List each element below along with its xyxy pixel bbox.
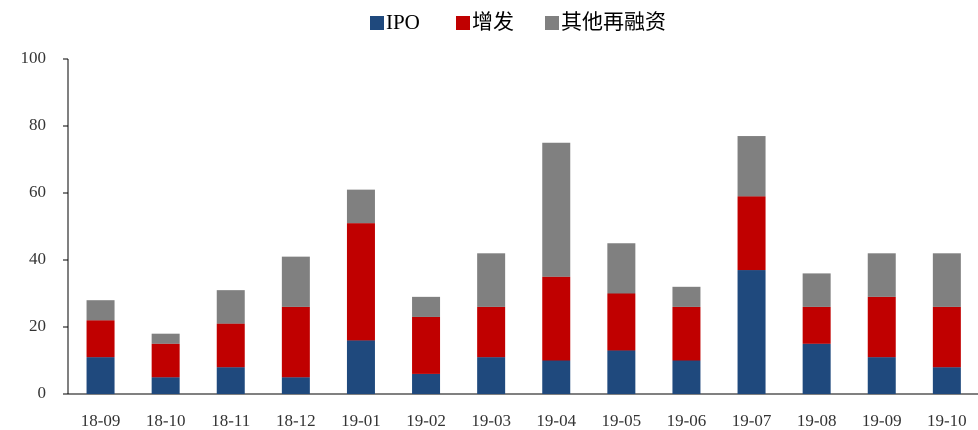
bar-segment: [412, 316, 441, 374]
bar-segment: [802, 273, 831, 307]
bar-segment: [802, 343, 831, 394]
bar-segment: [542, 360, 571, 394]
bar-segment: [607, 293, 636, 351]
bar-segment: [151, 377, 180, 394]
x-tick-label: 19-04: [536, 411, 576, 430]
bar-segment: [412, 373, 441, 394]
bar-segment: [737, 196, 766, 271]
bar-segment: [281, 256, 310, 307]
y-tick-label: 100: [21, 48, 47, 67]
x-tick-label: 19-06: [667, 411, 707, 430]
bar-segment: [867, 296, 896, 358]
legend-label: 增发: [472, 10, 514, 34]
bar-segment: [86, 300, 115, 321]
bar-segment: [216, 323, 245, 368]
bar-segment: [867, 357, 896, 394]
legend-swatch: [370, 16, 384, 30]
bar-segment: [477, 306, 506, 358]
bar-segment: [477, 253, 506, 307]
bar-segment: [86, 320, 115, 358]
y-tick-label: 40: [29, 249, 46, 268]
bar-segment: [802, 306, 831, 344]
legend-label: IPO: [386, 10, 420, 34]
bar-segment: [346, 340, 375, 394]
bar-segment: [542, 142, 571, 277]
legend-swatch: [545, 16, 559, 30]
y-tick-label: 80: [29, 115, 46, 134]
x-tick-label: 18-12: [276, 411, 316, 430]
bar-segment: [867, 253, 896, 297]
bar-segment: [86, 357, 115, 394]
bar-segment: [216, 290, 245, 324]
y-tick-label: 60: [29, 182, 46, 201]
bar-segment: [932, 306, 961, 368]
x-tick-label: 19-09: [862, 411, 902, 430]
x-tick-label: 19-05: [602, 411, 642, 430]
bar-segment: [932, 253, 961, 307]
bar-segment: [346, 223, 375, 341]
x-tick-label: 18-10: [146, 411, 186, 430]
x-tick-label: 19-08: [797, 411, 837, 430]
bar-segment: [932, 367, 961, 394]
bar-segment: [281, 306, 310, 378]
x-tick-label: 19-01: [341, 411, 381, 430]
bar-segment: [607, 243, 636, 294]
y-tick-label: 20: [29, 316, 46, 335]
bar-segment: [412, 296, 441, 317]
legend-swatch: [456, 16, 470, 30]
x-tick-label: 19-10: [927, 411, 967, 430]
bar-segment: [737, 270, 766, 394]
x-tick-label: 19-03: [471, 411, 511, 430]
bar-segment: [281, 377, 310, 394]
bar-segment: [672, 360, 701, 394]
x-tick-label: 19-07: [732, 411, 772, 430]
x-tick-label: 19-02: [406, 411, 446, 430]
x-tick-label: 18-11: [211, 411, 250, 430]
bar-segment: [216, 367, 245, 394]
bar-segment: [346, 189, 375, 224]
bar-segment: [737, 136, 766, 197]
y-tick-label: 0: [38, 383, 47, 402]
legend: IPO 增发 其他再融资: [370, 10, 666, 34]
bar-segment: [151, 343, 180, 378]
bar-segment: [151, 333, 180, 344]
bar-segment: [607, 350, 636, 394]
x-tick-label: 18-09: [81, 411, 121, 430]
bar-segment: [672, 306, 701, 361]
bar-segment: [542, 276, 571, 361]
bar-segment: [477, 357, 506, 394]
legend-label: 其他再融资: [561, 10, 666, 34]
bar-segment: [672, 286, 701, 307]
